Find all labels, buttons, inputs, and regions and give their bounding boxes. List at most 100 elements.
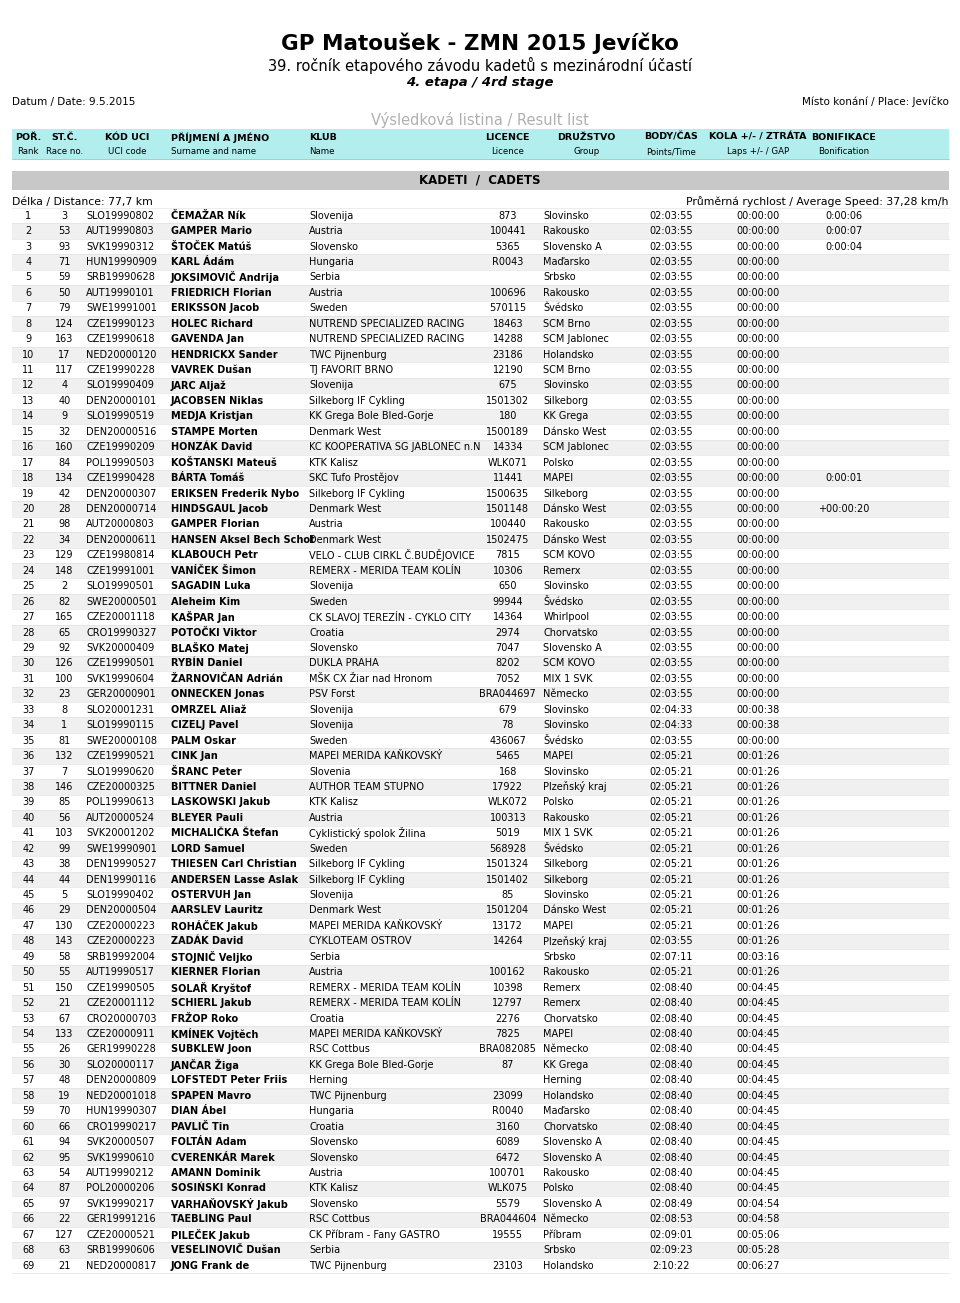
Text: 56: 56 [22,1059,35,1070]
Text: 7052: 7052 [495,674,520,684]
Text: 02:03:55: 02:03:55 [649,536,693,545]
Text: 59: 59 [22,1106,35,1117]
Text: 00:04:45: 00:04:45 [736,1138,780,1147]
Bar [12,563,949,579]
Text: Dánsko West: Dánsko West [543,427,607,437]
Text: 00:00:00: 00:00:00 [736,689,780,700]
Text: Silkeborg IF Cykling: Silkeborg IF Cykling [309,874,405,885]
Text: 00:01:26: 00:01:26 [736,844,780,853]
Text: 37: 37 [22,766,35,777]
Text: 00:00:00: 00:00:00 [736,520,780,529]
Text: 00:01:26: 00:01:26 [736,782,780,792]
Text: 02:03:55: 02:03:55 [649,427,693,437]
Text: JONG Frank de: JONG Frank de [171,1260,251,1270]
Text: 00:01:26: 00:01:26 [736,906,780,916]
Text: 160: 160 [55,442,74,452]
Text: 14288: 14288 [492,334,523,344]
Text: 02:03:55: 02:03:55 [649,520,693,529]
Text: Whirlpool: Whirlpool [543,612,589,622]
Text: DEN20000809: DEN20000809 [86,1075,156,1085]
Text: 02:03:55: 02:03:55 [649,489,693,499]
Text: Slovinsko: Slovinsko [543,211,589,220]
Text: SVK20001202: SVK20001202 [86,829,155,838]
Text: 02:04:33: 02:04:33 [649,705,693,715]
Text: 19: 19 [59,1091,70,1101]
Text: 00:04:45: 00:04:45 [736,1106,780,1117]
Text: Polsko: Polsko [543,1183,574,1194]
Bar [12,655,949,671]
Bar [12,687,949,702]
Text: 0:00:01: 0:00:01 [826,473,862,483]
Text: AUT20000803: AUT20000803 [86,520,156,529]
Text: 130: 130 [55,921,74,930]
Bar [12,919,949,934]
Text: Austria: Austria [309,520,344,529]
Text: JACOBSEN Niklas: JACOBSEN Niklas [171,396,264,407]
Text: POŘ.: POŘ. [15,133,41,142]
Text: Slovensko A: Slovensko A [543,642,602,653]
Bar [12,223,949,238]
Text: 65: 65 [59,628,70,637]
Text: 00:04:45: 00:04:45 [736,982,780,993]
Text: NED20000817: NED20000817 [86,1260,156,1270]
Text: FRŽOP Roko: FRŽOP Roko [171,1014,238,1024]
Text: 02:08:40: 02:08:40 [649,1183,693,1194]
Text: 23: 23 [59,689,70,700]
Text: 57: 57 [22,1075,35,1085]
Text: CZE19991001: CZE19991001 [86,566,155,576]
Text: 00:04:45: 00:04:45 [736,1183,780,1194]
Text: SRB19990606: SRB19990606 [86,1246,156,1255]
Text: Slovinsko: Slovinsko [543,766,589,777]
Text: MAPEI MERIDA KAŇKOVSKÝ: MAPEI MERIDA KAŇKOVSKÝ [309,921,443,930]
Text: DRUŽSTVO: DRUŽSTVO [558,133,615,142]
Text: 100696: 100696 [490,288,526,298]
Text: 00:04:45: 00:04:45 [736,1091,780,1101]
Text: 02:03:55: 02:03:55 [649,597,693,607]
Text: Licence: Licence [492,147,524,156]
Text: 58: 58 [59,951,70,962]
Text: Slovensko A: Slovensko A [543,1138,602,1147]
Text: PALM Oskar: PALM Oskar [171,736,236,745]
Text: 143: 143 [55,937,74,946]
Text: 93: 93 [59,241,70,251]
Text: 100441: 100441 [490,227,526,236]
Bar [12,129,949,159]
Text: 00:04:45: 00:04:45 [736,1029,780,1038]
Bar [12,486,949,502]
Text: 69: 69 [22,1260,35,1270]
Text: REMERX - MERIDA TEAM KOLÍN: REMERX - MERIDA TEAM KOLÍN [309,998,461,1009]
Text: SCM Brno: SCM Brno [543,319,590,328]
Text: 00:00:00: 00:00:00 [736,257,780,267]
Text: 02:08:40: 02:08:40 [649,1075,693,1085]
Bar [12,470,949,486]
Text: CINK Jan: CINK Jan [171,751,218,761]
Text: 12797: 12797 [492,998,523,1009]
Text: Croatia: Croatia [309,628,344,637]
Text: 60: 60 [22,1122,35,1131]
Text: 38: 38 [59,859,70,869]
Text: Denmark West: Denmark West [309,536,381,545]
Text: 95: 95 [59,1153,70,1162]
Text: DEN20000611: DEN20000611 [86,536,156,545]
Text: 00:04:45: 00:04:45 [736,1014,780,1024]
Text: 67: 67 [22,1230,35,1239]
Text: Rakousko: Rakousko [543,227,589,236]
Bar [12,423,949,439]
Text: FOLTÁN Adam: FOLTÁN Adam [171,1138,247,1147]
Text: 02:08:40: 02:08:40 [649,1106,693,1117]
Text: 02:03:55: 02:03:55 [649,689,693,700]
Text: 00:00:00: 00:00:00 [736,658,780,668]
Text: CZE19990123: CZE19990123 [86,319,155,328]
Text: Holandsko: Holandsko [543,349,594,360]
Text: 00:05:06: 00:05:06 [736,1230,780,1239]
Text: SCM KOVO: SCM KOVO [543,658,595,668]
Text: 00:06:27: 00:06:27 [736,1260,780,1270]
Text: 00:01:26: 00:01:26 [736,874,780,885]
Text: SRB19992004: SRB19992004 [86,951,156,962]
Bar [12,671,949,687]
Text: KOŠTANSKI Mateuš: KOŠTANSKI Mateuš [171,457,276,468]
Text: CZE20001118: CZE20001118 [86,612,155,622]
Text: Herning: Herning [543,1075,582,1085]
Text: 02:03:55: 02:03:55 [649,272,693,283]
Text: Slovensko A: Slovensko A [543,1153,602,1162]
